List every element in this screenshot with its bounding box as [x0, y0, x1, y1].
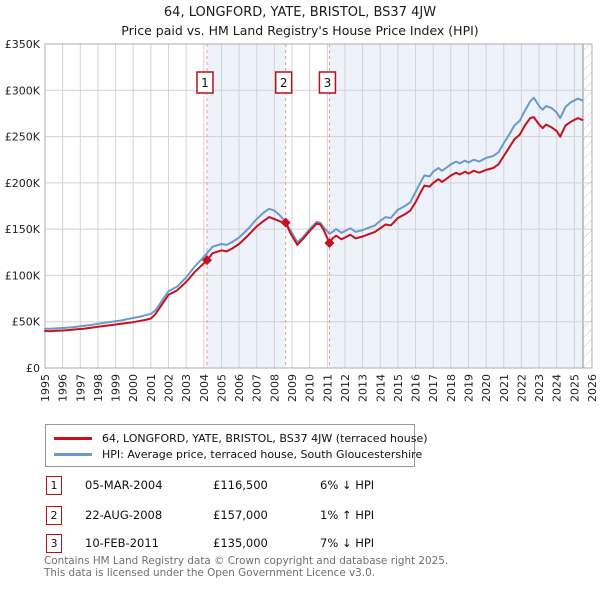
svg-text:2010: 2010 — [304, 374, 317, 402]
sale-hpi-delta: 7% ↓ HPI — [320, 536, 375, 550]
svg-text:2021: 2021 — [498, 374, 511, 402]
series-lines — [44, 96, 584, 333]
future-hatch-region — [582, 44, 592, 368]
legend-label: HPI: Average price, terraced house, Sout… — [102, 447, 423, 461]
sale-number-badge: 1 — [46, 476, 62, 495]
price-line-swatch — [54, 436, 92, 440]
sale-price: £135,000 — [213, 536, 268, 550]
svg-text:2008: 2008 — [268, 374, 281, 402]
svg-text:1997: 1997 — [74, 374, 87, 402]
svg-text:1998: 1998 — [92, 374, 105, 402]
sale-row-3: 3 10-FEB-2011 £135,000 7% ↓ HPI — [46, 534, 566, 554]
svg-text:2017: 2017 — [427, 374, 440, 402]
sale-marker-2 — [280, 217, 291, 228]
svg-text:2019: 2019 — [462, 374, 475, 402]
svg-text:2001: 2001 — [145, 374, 158, 402]
sale-row-2: 2 22-AUG-2008 £157,000 1% ↑ HPI — [46, 506, 566, 526]
y-axis-labels: £0 £50K £100K £150K £200K £250K £300K £350K — [5, 38, 41, 375]
sale-date: 10-FEB-2011 — [85, 536, 159, 550]
svg-text:2023: 2023 — [533, 374, 546, 402]
sale-marker-1 — [201, 255, 212, 266]
sale-point-markers — [201, 217, 335, 266]
svg-text:2018: 2018 — [445, 374, 458, 402]
svg-text:1: 1 — [201, 76, 209, 90]
footer-line-2: This data is licensed under the Open Gov… — [44, 566, 376, 579]
svg-text:2004: 2004 — [198, 374, 211, 402]
svg-text:2026: 2026 — [586, 374, 599, 402]
svg-text:2025: 2025 — [568, 374, 581, 402]
svg-text:2012: 2012 — [339, 374, 352, 402]
svg-text:2016: 2016 — [410, 374, 423, 402]
legend-box: 64, LONGFORD, YATE, BRISTOL, BS37 4JW (t… — [45, 424, 428, 467]
svg-text:2009: 2009 — [286, 374, 299, 402]
svg-text:2: 2 — [280, 76, 288, 90]
svg-text:2011: 2011 — [321, 374, 334, 402]
svg-text:£150K: £150K — [5, 223, 41, 236]
svg-text:2006: 2006 — [233, 374, 246, 402]
sale-hpi-delta: 6% ↓ HPI — [320, 478, 375, 492]
sale-hpi-delta: 1% ↑ HPI — [320, 508, 375, 522]
price-paid-line — [44, 116, 584, 333]
sale-marker-3 — [324, 238, 335, 249]
svg-text:£100K: £100K — [5, 269, 41, 282]
sale-price: £116,500 — [213, 478, 268, 492]
legend-label: 64, LONGFORD, YATE, BRISTOL, BS37 4JW (t… — [102, 431, 428, 445]
svg-text:2000: 2000 — [127, 374, 140, 402]
legend-item-hpi: HPI: Average price, terraced house, Sout… — [54, 446, 422, 462]
sale-date: 22-AUG-2008 — [85, 508, 163, 522]
sale-number-flags: 1 2 3 — [196, 71, 337, 94]
svg-text:2015: 2015 — [392, 374, 405, 402]
svg-text:2005: 2005 — [215, 374, 228, 402]
legend-item-price-paid: 64, LONGFORD, YATE, BRISTOL, BS37 4JW (t… — [54, 430, 428, 446]
hpi-line — [44, 96, 584, 330]
plot-border — [44, 43, 593, 369]
sale-price: £157,000 — [213, 508, 268, 522]
svg-text:2014: 2014 — [374, 374, 387, 402]
svg-text:£250K: £250K — [5, 131, 41, 144]
svg-text:£0: £0 — [26, 362, 40, 375]
svg-text:2002: 2002 — [163, 374, 176, 402]
license-footer: Contains HM Land Registry data © Crown c… — [44, 555, 584, 579]
page-subtitle: Price paid vs. HM Land Registry's House … — [121, 23, 479, 38]
page-title: 64, LONGFORD, YATE, BRISTOL, BS37 4JW — [163, 5, 437, 20]
svg-text:1999: 1999 — [110, 374, 123, 402]
sale-number-badge: 3 — [46, 534, 62, 553]
svg-text:2022: 2022 — [515, 374, 528, 402]
sale-row-1: 1 05-MAR-2004 £116,500 6% ↓ HPI — [46, 476, 566, 496]
svg-text:2024: 2024 — [551, 374, 564, 402]
sale-number-badge: 2 — [46, 506, 62, 525]
svg-text:£200K: £200K — [5, 177, 41, 190]
svg-text:£50K: £50K — [12, 316, 41, 329]
ownership-shading — [206, 44, 584, 368]
svg-text:1995: 1995 — [39, 374, 52, 402]
svg-text:2003: 2003 — [180, 374, 193, 402]
sale-dashed-lines — [206, 44, 330, 368]
svg-text:2007: 2007 — [251, 374, 264, 402]
sale-date: 05-MAR-2004 — [85, 478, 163, 492]
svg-text:2013: 2013 — [357, 374, 370, 402]
hpi-line-swatch — [54, 452, 92, 456]
svg-text:£300K: £300K — [5, 84, 41, 97]
svg-text:3: 3 — [324, 76, 332, 90]
price-history-chart: 1 2 3 £0 £50K £100K £150K £200K £250K £300K £350K… — [5, 38, 599, 402]
svg-text:1996: 1996 — [57, 374, 70, 402]
x-axis-labels: 1995 1996 1997 1998 1999 2000 2001 2002 2003 2004… — [39, 374, 599, 402]
footer-line-1: Contains HM Land Registry data © Crown c… — [44, 555, 449, 567]
svg-text:2020: 2020 — [480, 374, 493, 402]
svg-text:£350K: £350K — [5, 38, 41, 51]
